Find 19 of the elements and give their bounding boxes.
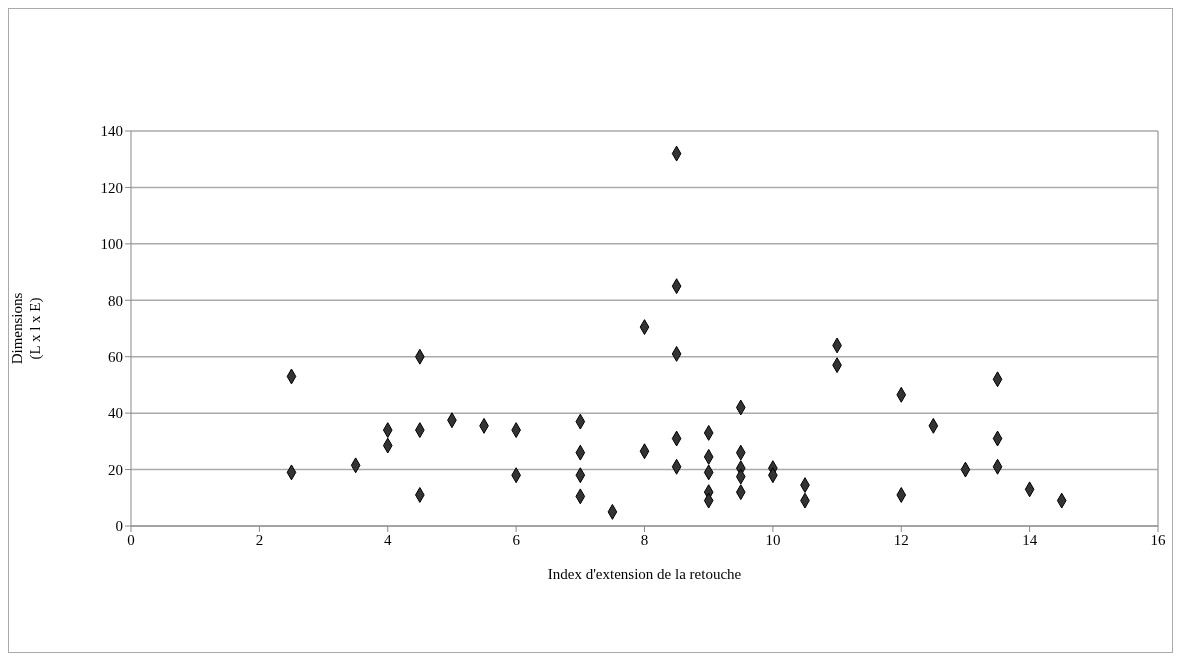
x-tick-label: 12 [893, 531, 909, 548]
x-tick-label: 6 [512, 531, 521, 548]
y-tick-label: 80 [108, 292, 123, 309]
x-tick-label: 16 [1150, 531, 1166, 548]
y-tick-label: 20 [108, 461, 123, 478]
y-tick-label: 0 [115, 518, 123, 535]
y-axis-title: Dimensions (L x l x E) [9, 292, 44, 365]
x-tick-label: 4 [384, 531, 392, 548]
x-tick-label: 0 [127, 531, 135, 548]
y-tick-label: 140 [100, 123, 123, 140]
x-axis-title: Index d'extension de la retouche [547, 565, 742, 582]
x-tick-label: 14 [1022, 531, 1038, 548]
y-tick-label: 100 [100, 236, 123, 253]
y-tick-label: 40 [108, 405, 123, 422]
x-tick-label: 10 [765, 531, 781, 548]
x-tick-label: 8 [640, 531, 649, 548]
x-tick-label: 2 [255, 531, 264, 548]
y-tick-label: 60 [108, 349, 123, 366]
y-tick-label: 120 [100, 179, 123, 196]
